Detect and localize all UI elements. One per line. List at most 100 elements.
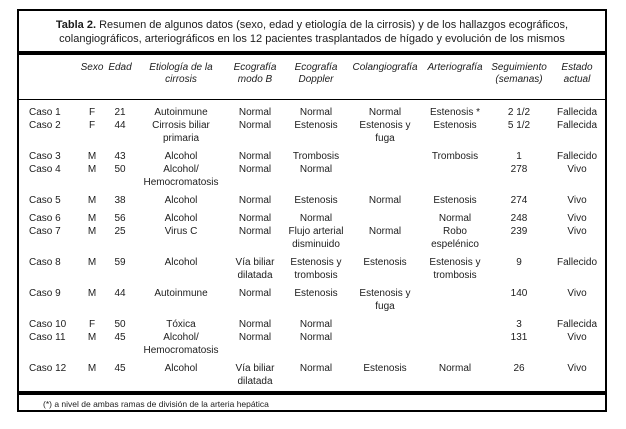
cell-edad: 44 (114, 288, 126, 299)
cell-etiologia: Tóxica (166, 319, 196, 330)
table-row: Caso 2 F 44 Cirrosis biliar primaria Normal E… (19, 119, 605, 145)
cell-caso: Caso 2 (29, 120, 61, 131)
cell-seguimiento: 131 (510, 332, 528, 343)
cell-ecografia-modo-b: Normal (238, 120, 272, 131)
cell-caso: Caso 7 (29, 226, 61, 237)
cell-seguimiento: 239 (510, 226, 528, 237)
cell-ecografia-modo-b: Normal (238, 164, 272, 175)
cell-etiologia: Autoinmune (154, 288, 208, 299)
cell-ecografia-modo-b: Normal (238, 213, 272, 224)
cell-ecografia-doppler: Estenosis (294, 288, 338, 299)
table-row: Caso 9 M 44 Autoinmune Normal Estenosis Esteno… (19, 282, 605, 313)
table-row: Caso 8 M 59 Alcohol Vía biliar dilatada Esten… (19, 251, 605, 282)
cell-colangiografia: Estenosis y fuga (359, 288, 411, 312)
cell-colangiografia (349, 207, 421, 225)
cell-ecografia-modo-b: Vía biliar dilatada (235, 257, 275, 281)
col-header-sexo: Sexo (79, 55, 105, 100)
cell-arteriografia: Estenosis (433, 120, 477, 131)
cell-arteriografia: Estenosis * (429, 107, 481, 118)
cell-etiologia: Alcohol (164, 363, 198, 374)
table-header: Sexo Edad Etiología de la cirrosis Ecogr… (19, 55, 605, 100)
cell-edad: 50 (114, 164, 126, 175)
cell-arteriografia: Estenosis y trombosis (429, 257, 481, 281)
cell-ecografia-modo-b: Normal (238, 195, 272, 206)
bottom-thick-rule (19, 391, 605, 395)
cell-estado: Vivo (567, 164, 587, 175)
cell-etiologia: Alcohol/ Hemocromatosis (143, 332, 219, 356)
table-row: Caso 10 F 50 Tóxica Normal Normal 3 Fallecida (19, 313, 605, 331)
cell-arteriografia: Estenosis (433, 195, 477, 206)
cell-arteriografia (421, 163, 489, 189)
cell-etiologia: Alcohol (164, 151, 198, 162)
cell-estado: Vivo (567, 332, 587, 343)
table-row: Caso 7 M 25 Virus C Normal Flujo arterial dis… (19, 225, 605, 251)
table-row: Caso 1 F 21 Autoinmune Normal Normal Normal Est… (19, 100, 605, 120)
cell-sexo: M (87, 363, 97, 374)
cell-caso: Caso 4 (29, 164, 61, 175)
cell-seguimiento: 5 1/2 (507, 120, 531, 131)
cell-sexo: M (87, 226, 97, 237)
col-header-colangiografia: Colangiografía (349, 55, 421, 100)
cell-seguimiento: 1 (516, 151, 522, 162)
cell-ecografia-doppler: Normal (299, 319, 333, 330)
cell-etiologia: Alcohol (164, 195, 198, 206)
table-row: Caso 3 M 43 Alcohol Normal Trombosis Trombosis… (19, 145, 605, 163)
cell-ecografia-doppler: Flujo arterial disminuido (288, 226, 344, 250)
table-row: Caso 11 M 45 Alcohol/ Hemocromatosis Normal N… (19, 331, 605, 357)
cell-ecografia-doppler: Normal (299, 213, 333, 224)
cell-ecografia-modo-b: Normal (238, 319, 272, 330)
cell-etiologia: Alcohol (164, 213, 198, 224)
cell-arteriografia (421, 331, 489, 357)
col-header-ecografia-doppler: Ecografía Doppler (283, 55, 349, 100)
cell-etiologia: Alcohol (164, 257, 198, 268)
cell-ecografia-modo-b: Normal (238, 151, 272, 162)
cell-ecografia-modo-b: Normal (238, 226, 272, 237)
cell-caso: Caso 9 (29, 288, 61, 299)
cell-sexo: M (87, 332, 97, 343)
cell-estado: Vivo (567, 363, 587, 374)
cell-caso: Caso 1 (29, 107, 61, 118)
table-row: Caso 5 M 38 Alcohol Normal Estenosis Normal Est… (19, 189, 605, 207)
patients-table: Sexo Edad Etiología de la cirrosis Ecogr… (19, 55, 605, 388)
cell-colangiografia (349, 331, 421, 357)
cell-ecografia-doppler: Normal (299, 363, 333, 374)
cell-ecografia-doppler: Normal (299, 107, 333, 118)
cell-ecografia-doppler: Estenosis (294, 120, 338, 131)
table-body: Caso 1 F 21 Autoinmune Normal Normal Normal Est… (19, 100, 605, 389)
cell-arteriografia: Trombosis (431, 151, 479, 162)
cell-sexo: M (87, 213, 97, 224)
col-header-edad: Edad (105, 55, 135, 100)
col-header-etiologia: Etiología de la cirrosis (135, 55, 227, 100)
cell-sexo: M (87, 164, 97, 175)
cell-sexo: M (87, 151, 97, 162)
cell-ecografia-doppler: Estenosis (294, 195, 338, 206)
cell-ecografia-doppler: Trombosis (292, 151, 340, 162)
cell-ecografia-modo-b: Normal (238, 288, 272, 299)
cell-seguimiento: 9 (516, 257, 522, 268)
cell-arteriografia: Robo espelénico (431, 226, 479, 250)
cell-estado: Vivo (567, 288, 587, 299)
cell-etiologia: Cirrosis biliar primaria (152, 120, 210, 144)
table-row: Caso 12 M 45 Alcohol Vía biliar dilatada Norm… (19, 357, 605, 388)
cell-arteriografia: Normal (438, 213, 472, 224)
cell-seguimiento: 278 (510, 164, 528, 175)
cell-ecografia-modo-b: Vía biliar dilatada (235, 363, 275, 387)
col-header-ecografia-modo-b: Ecografía modo B (227, 55, 283, 100)
cell-colangiografia: Normal (368, 226, 402, 237)
cell-caso: Caso 11 (29, 332, 66, 343)
cell-seguimiento: 2 1/2 (507, 107, 531, 118)
table-caption-number: Tabla 2. (55, 19, 97, 31)
cell-ecografia-doppler: Normal (299, 164, 333, 175)
table-caption-text: Resumen de algunos datos (sexo, edad y e… (59, 19, 569, 45)
cell-edad: 43 (114, 151, 126, 162)
cell-estado: Fallecida (556, 107, 598, 118)
cell-arteriografia: Normal (438, 363, 472, 374)
cell-sexo: M (87, 257, 97, 268)
col-header-caso (19, 55, 79, 100)
cell-caso: Caso 8 (29, 257, 61, 268)
cell-etiologia: Autoinmune (154, 107, 208, 118)
cell-caso: Caso 5 (29, 195, 61, 206)
cell-arteriografia (421, 282, 489, 313)
col-header-estado: Estado actual (549, 55, 605, 100)
